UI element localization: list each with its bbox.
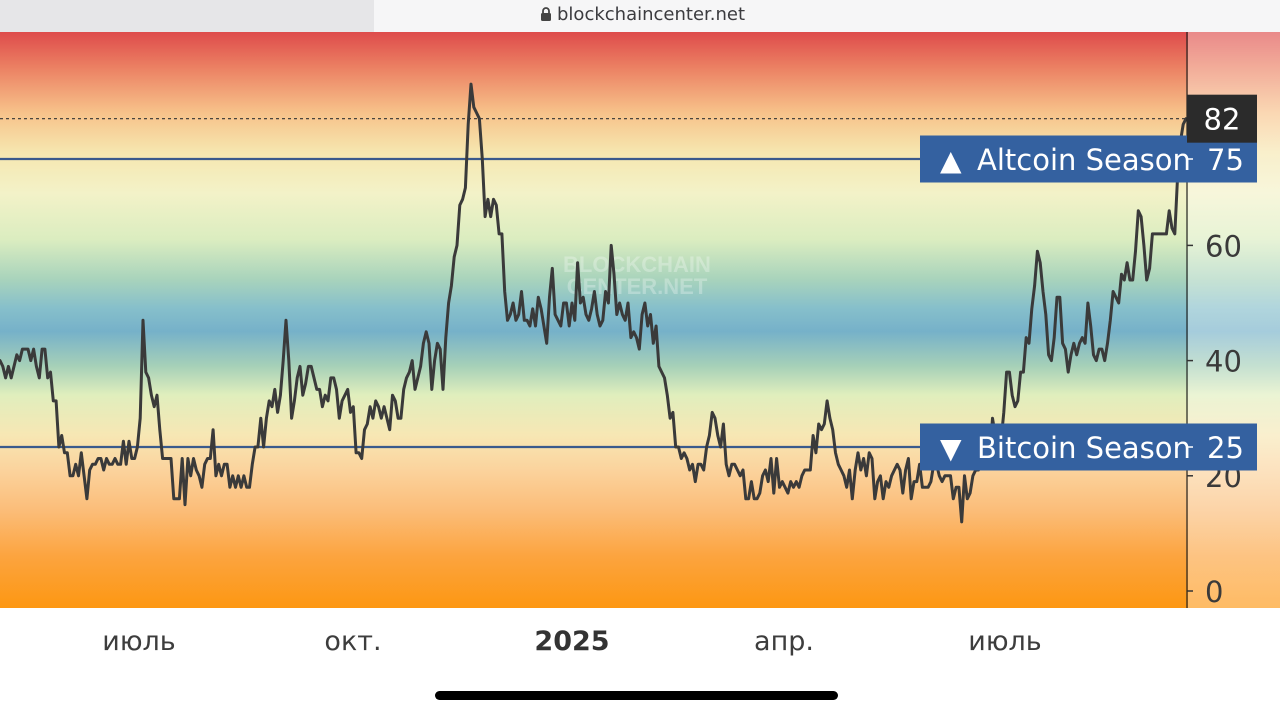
y-tick-label: 40 — [1205, 345, 1242, 379]
threshold-label: Bitcoin Season — [977, 431, 1191, 465]
triangle-up-icon: ▲ — [940, 144, 962, 177]
url-display[interactable]: blockchaincenter.net — [540, 3, 745, 25]
altcoin-season-chart: BLOCKCHAIN CENTER.NET 0 20 40 60 ▲ Altcoin Se… — [0, 32, 1280, 609]
x-tick-label: 2025 — [534, 626, 610, 657]
x-tick-label: июль — [968, 626, 1042, 657]
triangle-down-icon: ▼ — [940, 432, 962, 465]
watermark-text: BLOCKCHAIN — [563, 252, 711, 277]
current-value-badge — [1187, 94, 1257, 143]
x-tick-label: июль — [102, 626, 176, 657]
threshold-badge — [920, 135, 1257, 183]
x-tick-label: окт. — [324, 626, 382, 657]
x-axis: июль окт. 2025 апр. июль — [0, 608, 1280, 680]
lock-icon — [541, 7, 551, 21]
browser-address-bar[interactable]: blockchaincenter.net — [0, 0, 1280, 32]
chart-background — [0, 32, 1280, 608]
y-tick-label: 0 — [1205, 575, 1223, 608]
url-text: blockchaincenter.net — [557, 3, 746, 25]
browser-tab-strip — [0, 0, 374, 32]
threshold-value: 25 — [1207, 431, 1244, 465]
y-tick-label: 60 — [1205, 229, 1242, 263]
current-value-label: 82 — [1204, 103, 1241, 137]
x-tick-label: апр. — [754, 626, 814, 657]
home-indicator — [435, 691, 838, 700]
threshold-badge — [920, 423, 1257, 471]
watermark-text: CENTER.NET — [567, 274, 708, 299]
threshold-value: 75 — [1207, 143, 1244, 177]
threshold-label: Altcoin Season — [977, 143, 1191, 177]
